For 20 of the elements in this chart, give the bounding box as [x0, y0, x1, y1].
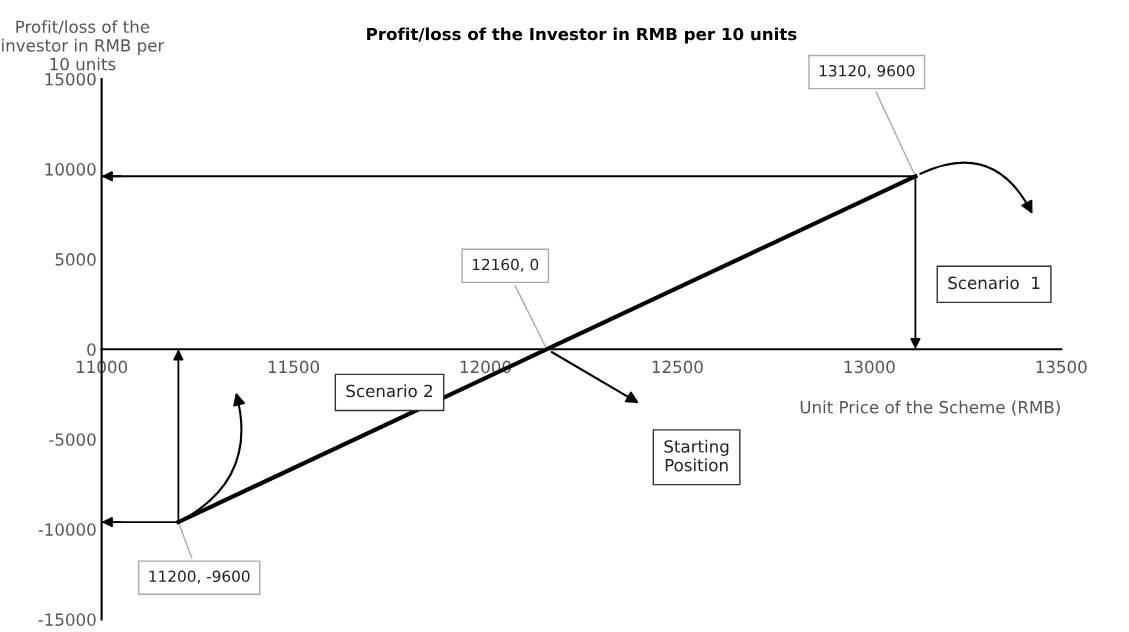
x-tick-label: 12500: [652, 360, 703, 374]
y-tick-label: -5000: [49, 433, 96, 446]
y-tick-label: -15000: [38, 613, 96, 626]
annotation: 12160, 0: [472, 258, 539, 272]
annotation: Starting Position: [664, 439, 729, 472]
y-tick-label: 0: [87, 343, 96, 356]
y-axis-title: Profit/loss of the investor in RMB per 10 units: [2, 20, 165, 71]
x-tick-label: 11500: [268, 360, 319, 374]
chart-title: Profit/loss of the Investor in RMB per 10 units: [367, 27, 797, 44]
annotation: 13120, 9600: [819, 64, 915, 79]
x-tick-label: 13500: [1036, 360, 1087, 374]
annotation: 11200, -9600: [149, 570, 250, 584]
annotation: Scenario 1: [948, 276, 1040, 290]
y-tick-label: -10000: [38, 523, 96, 536]
x-tick-label: 13000: [844, 360, 895, 374]
x-axis-title: Unit Price of the Scheme (RMB): [800, 400, 1060, 416]
y-tick-label: 15000: [45, 72, 96, 86]
annotation: Scenario 2: [346, 384, 433, 398]
y-tick-label: 10000: [45, 163, 96, 176]
y-tick-label: 5000: [55, 253, 96, 266]
